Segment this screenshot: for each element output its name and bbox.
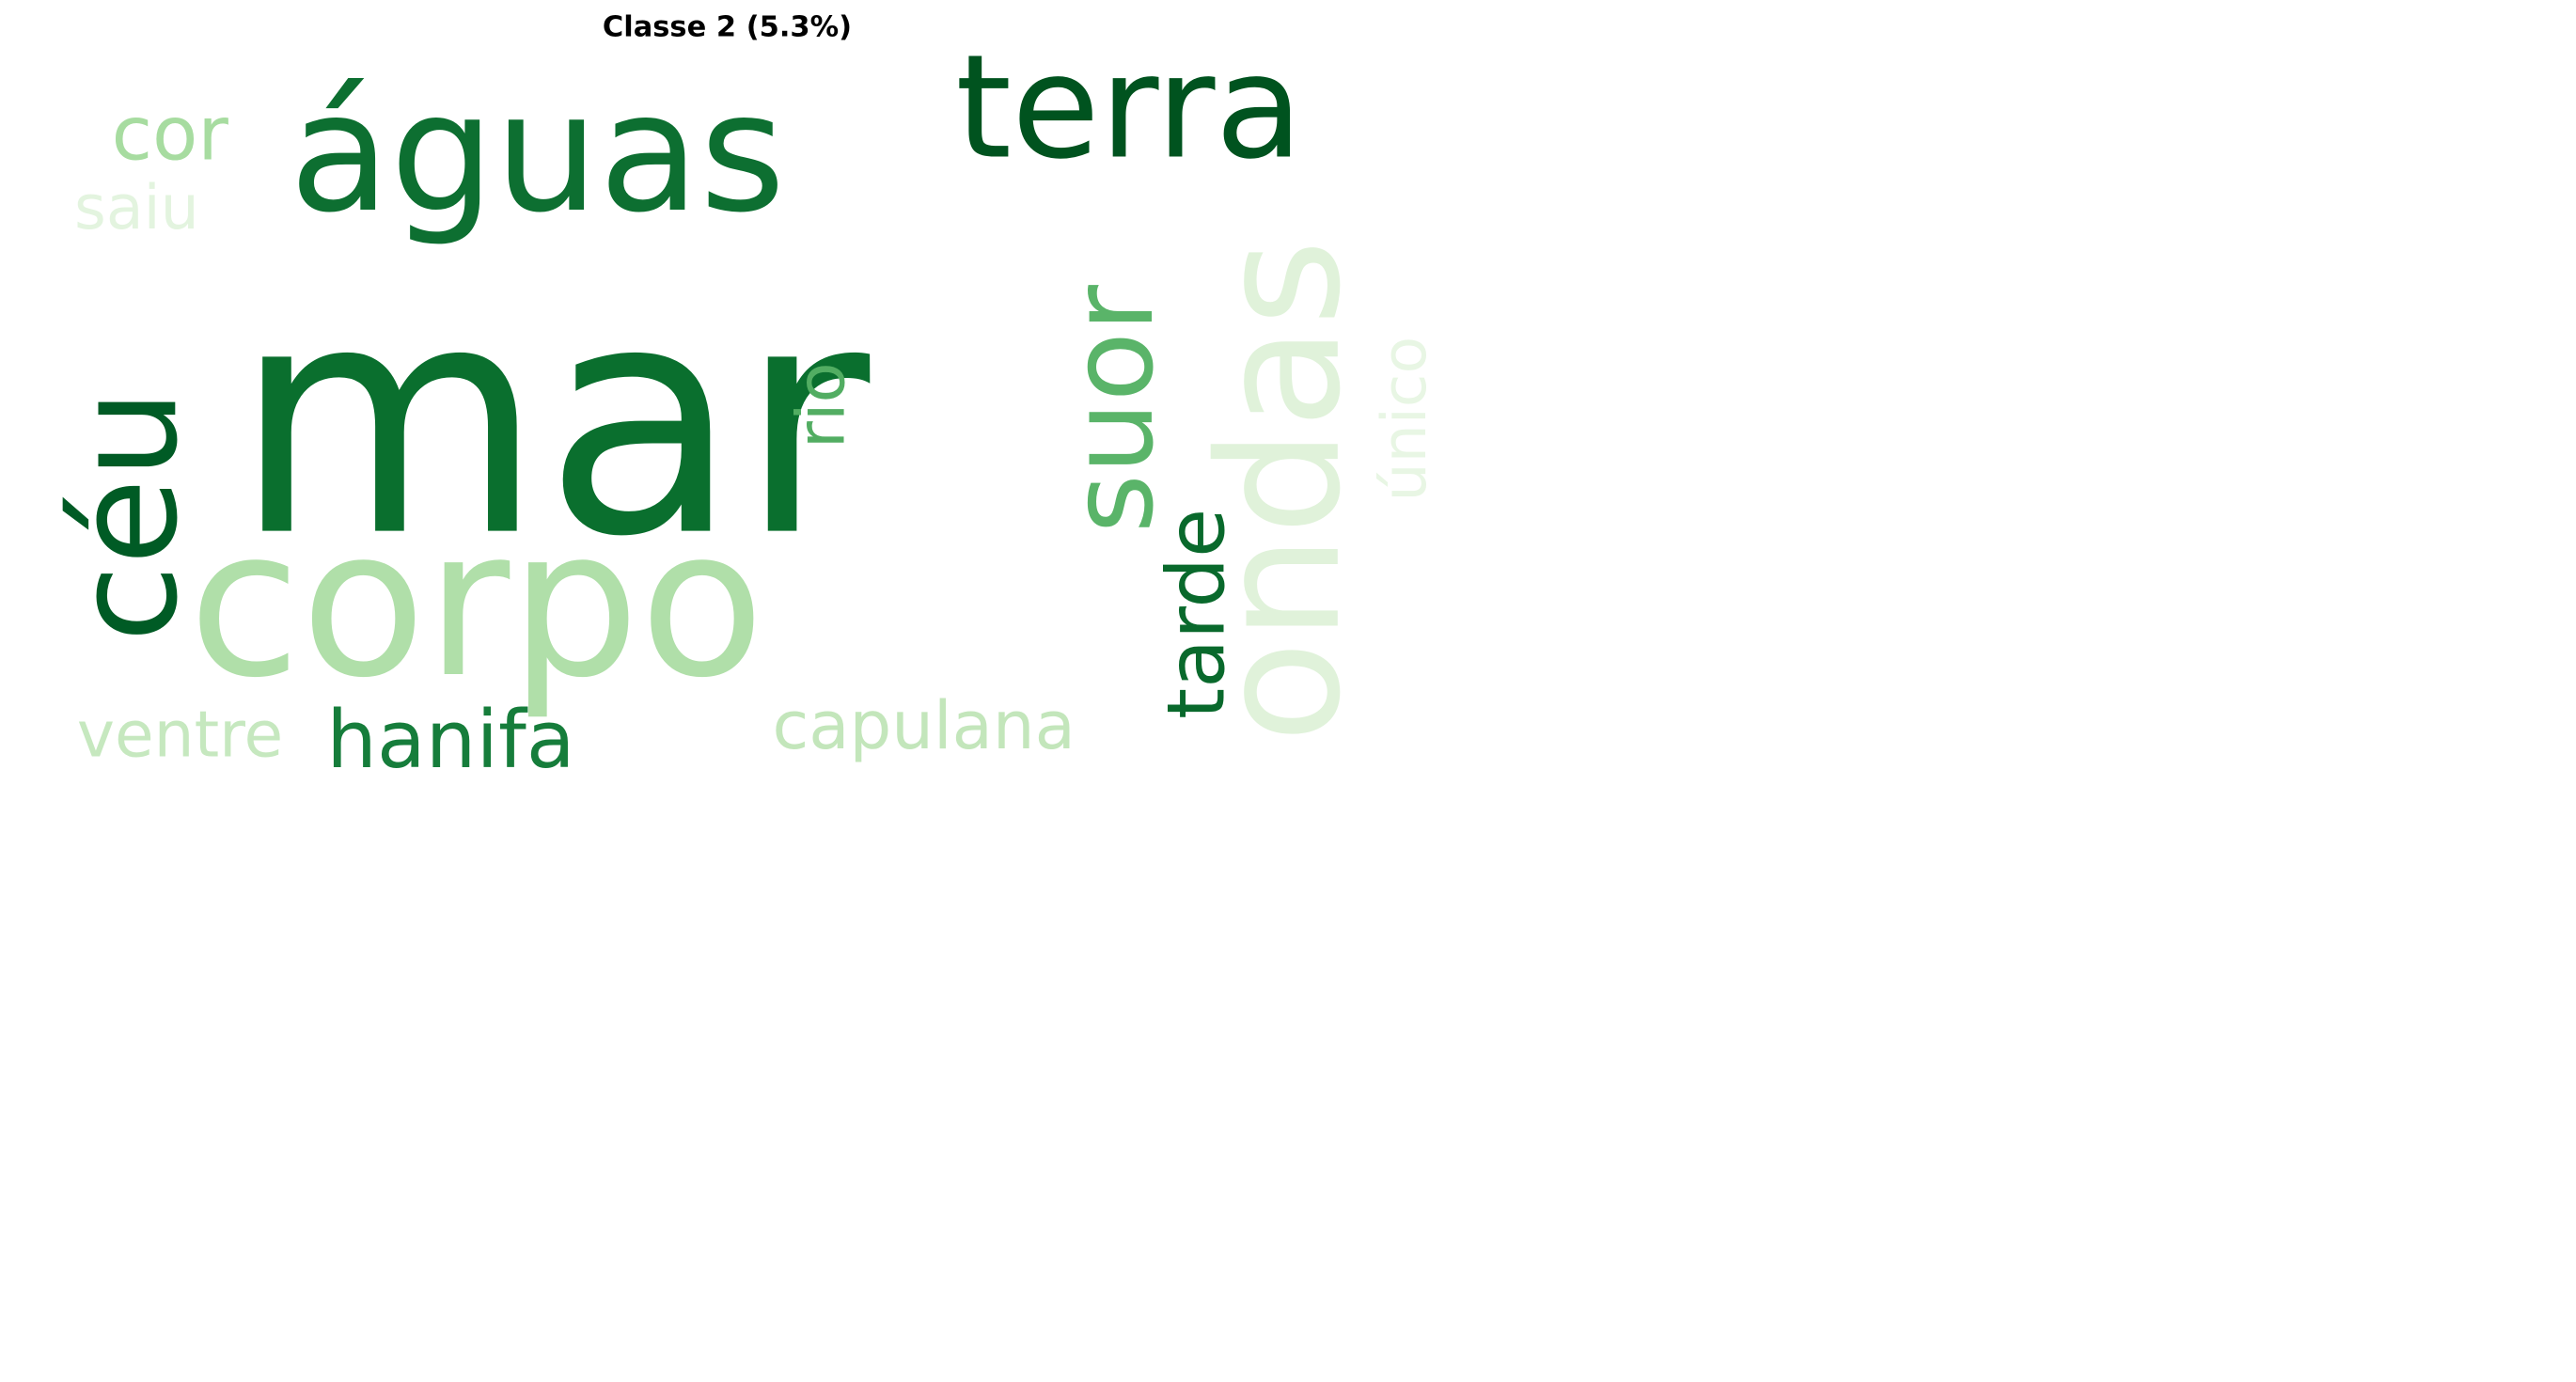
- word-1: corpo: [188, 485, 764, 723]
- word-14: único: [1370, 337, 1440, 502]
- word-7: hanifa: [326, 693, 574, 780]
- word-10: ventre: [77, 698, 283, 772]
- word-13: rio: [782, 362, 860, 448]
- word-2: águas: [290, 58, 786, 249]
- word-5: ondas: [1183, 239, 1377, 743]
- word-6: suor: [1045, 285, 1179, 533]
- chart-canvas: Classe 2 (5.3%) mar corpo águas terra céu ond…: [0, 0, 1455, 780]
- word-9: capulana: [772, 686, 1075, 764]
- word-4: céu: [45, 389, 209, 642]
- word-0: mar: [233, 236, 872, 606]
- chart-title: Classe 2 (5.3%): [602, 9, 853, 43]
- word-12: saiu: [74, 173, 199, 243]
- word-11: cor: [112, 90, 229, 177]
- word-3: terra: [955, 24, 1303, 191]
- word-8: tarde: [1149, 509, 1242, 719]
